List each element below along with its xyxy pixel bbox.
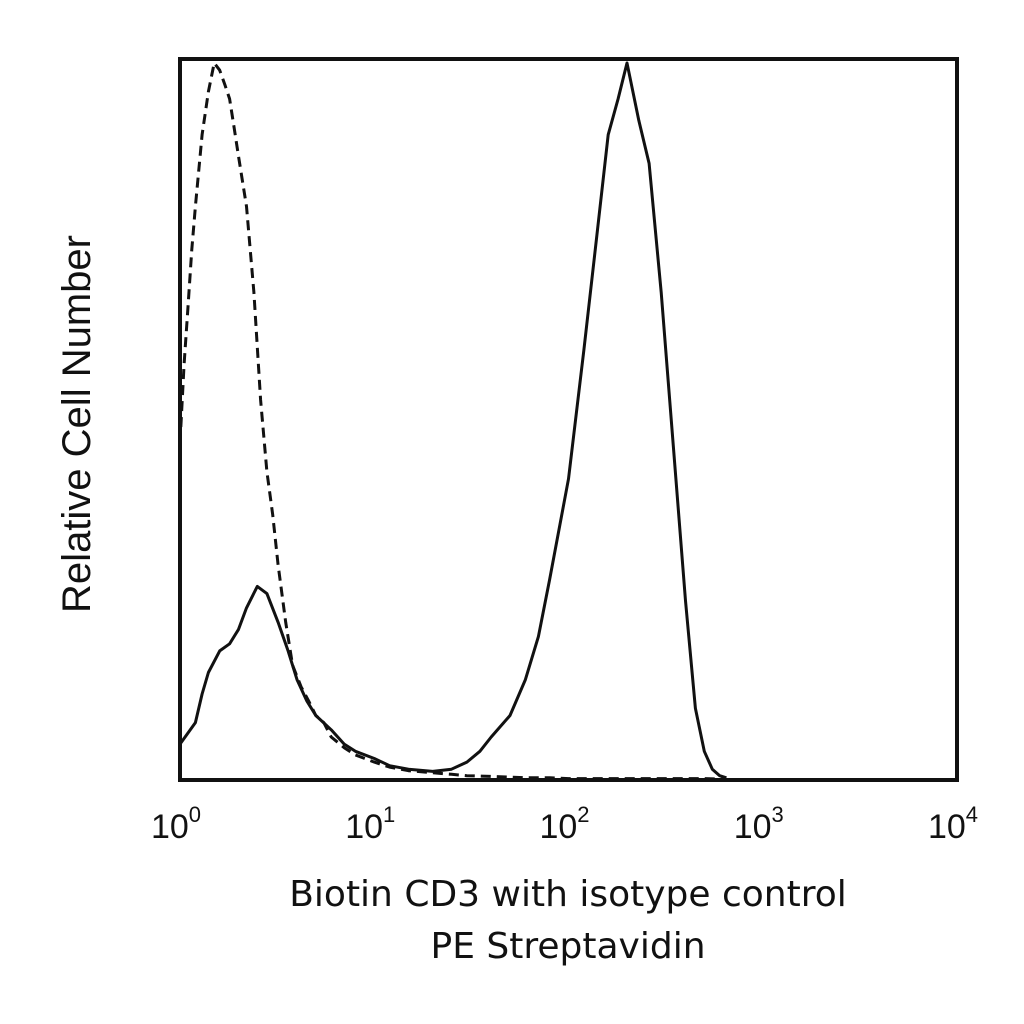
x-tick-label-4: 104 — [928, 802, 978, 846]
x-tick-label-3: 103 — [734, 802, 784, 846]
x-tick-labels: 100 101 102 103 104 — [151, 802, 978, 846]
isotype-control-curve — [178, 61, 727, 781]
x-axis-title-line1: Biotin CD3 with isotype control — [289, 874, 847, 915]
x-tick-label-2: 102 — [539, 802, 589, 846]
x-tick-label-0: 100 — [151, 802, 201, 846]
cd3-stained-curve — [178, 61, 727, 780]
x-tick-label-1: 101 — [345, 802, 395, 846]
x-axis-title-line2: PE Streptavidin — [430, 926, 705, 967]
y-axis-title: Relative Cell Number — [55, 235, 99, 613]
plot-area — [178, 61, 727, 781]
plot-frame — [178, 57, 959, 782]
